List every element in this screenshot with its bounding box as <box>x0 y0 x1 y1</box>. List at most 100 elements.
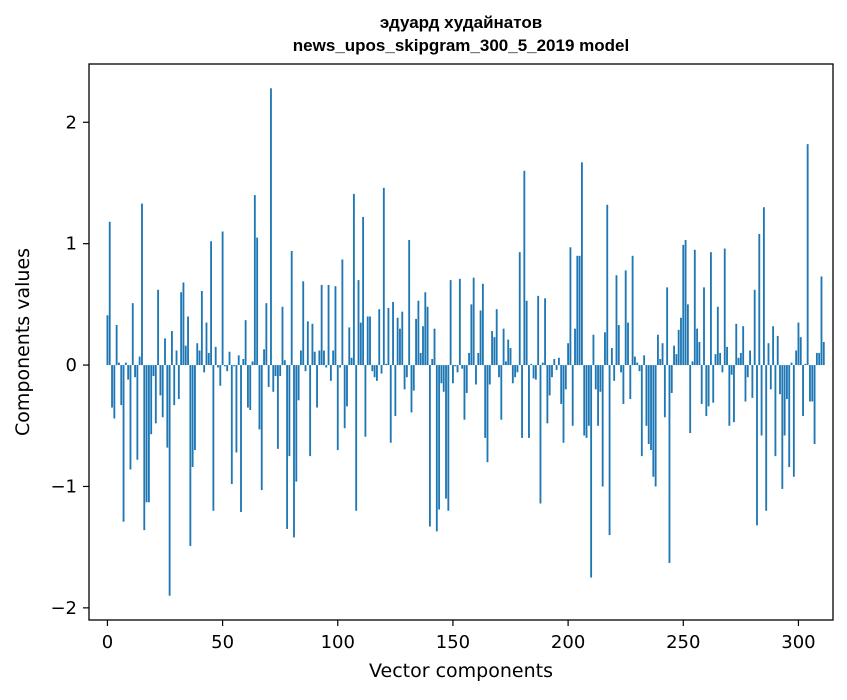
bar <box>145 365 148 503</box>
bar <box>599 365 602 392</box>
bar <box>557 357 560 366</box>
bar <box>316 365 318 408</box>
bar <box>762 207 765 366</box>
y-axis-label: Components values <box>12 248 34 436</box>
bar <box>329 365 332 381</box>
bar <box>509 348 512 366</box>
bar <box>585 365 588 438</box>
bar <box>428 365 431 527</box>
bar <box>348 327 351 366</box>
bar <box>790 362 793 366</box>
bar <box>247 365 249 408</box>
bar <box>394 365 397 417</box>
bar <box>802 365 804 417</box>
bar <box>613 365 616 381</box>
bar <box>739 352 742 366</box>
bar <box>306 321 309 366</box>
bar <box>184 345 187 366</box>
bar <box>233 365 236 367</box>
y-tick-label: −2 <box>50 598 77 619</box>
bar <box>624 270 627 366</box>
bar <box>528 365 530 438</box>
x-axis-label: Vector components <box>369 660 553 682</box>
bar <box>175 350 178 366</box>
bar <box>498 365 500 378</box>
bar <box>606 204 609 366</box>
bar <box>670 365 673 393</box>
bar <box>415 318 417 366</box>
bar <box>809 365 811 402</box>
y-tick-label: −1 <box>50 476 77 497</box>
bar <box>286 365 289 529</box>
bar <box>751 365 754 398</box>
bar <box>548 365 551 396</box>
bar <box>403 365 406 390</box>
bar <box>470 304 473 366</box>
bar <box>675 354 678 366</box>
bar <box>120 365 123 406</box>
bar <box>352 193 355 366</box>
bar <box>399 328 401 366</box>
bar <box>788 365 791 468</box>
bar <box>691 361 694 366</box>
bar <box>212 365 215 511</box>
bar <box>576 255 579 366</box>
bar <box>516 365 519 373</box>
bar <box>359 322 362 366</box>
bar <box>221 231 224 366</box>
bar <box>196 343 199 366</box>
bar <box>122 365 125 522</box>
bar <box>166 365 169 448</box>
bar <box>608 365 611 536</box>
bar <box>205 322 208 366</box>
bar <box>118 362 120 366</box>
bar <box>574 328 576 366</box>
bar <box>668 365 671 563</box>
bar <box>136 365 139 460</box>
bar <box>505 361 507 366</box>
bar <box>401 311 404 366</box>
bar <box>440 365 443 384</box>
bar <box>804 363 807 366</box>
bar <box>604 332 606 366</box>
bar <box>251 361 254 366</box>
bar <box>369 316 371 366</box>
bar <box>422 326 424 366</box>
bar <box>115 325 118 366</box>
bar <box>680 317 682 366</box>
bar <box>355 365 358 511</box>
bar <box>339 365 341 368</box>
bar <box>343 365 346 429</box>
bar <box>562 365 565 443</box>
bar <box>806 144 809 366</box>
y-axis: −2 −1 0 1 2 <box>50 112 89 619</box>
bar <box>456 365 459 373</box>
bar <box>647 365 650 444</box>
bar <box>781 365 784 489</box>
bar <box>376 365 378 381</box>
bar <box>260 365 263 491</box>
bar <box>753 289 756 366</box>
bar <box>472 277 475 366</box>
bar <box>521 365 523 438</box>
bar <box>452 365 454 384</box>
bar <box>341 259 344 366</box>
bar <box>726 346 728 366</box>
bar <box>712 365 715 403</box>
bar <box>723 248 726 366</box>
bar <box>265 303 268 366</box>
bar <box>417 300 420 366</box>
bar <box>373 365 376 378</box>
bar <box>686 304 689 366</box>
bar <box>749 350 751 366</box>
bar <box>657 334 659 366</box>
bar <box>769 365 772 390</box>
bar <box>442 365 445 392</box>
x-tick-label: 0 <box>102 632 113 653</box>
bar <box>295 365 298 482</box>
bar <box>449 280 452 366</box>
bar <box>228 351 231 366</box>
bar <box>484 365 487 438</box>
bar <box>263 349 265 366</box>
plot-area-frame <box>88 63 834 621</box>
